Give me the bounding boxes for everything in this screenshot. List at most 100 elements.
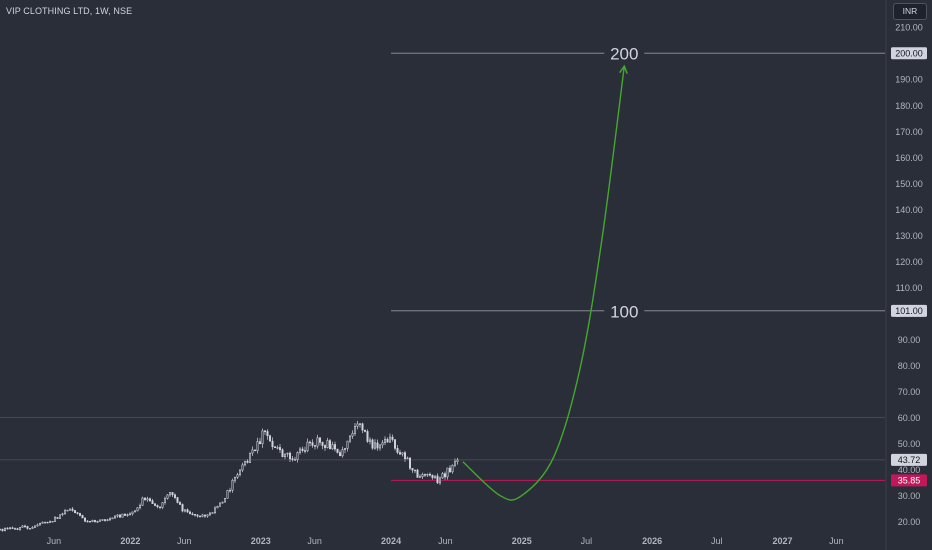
candle-body — [439, 477, 441, 484]
candle-body — [369, 439, 371, 442]
currency-button[interactable]: INR — [893, 3, 927, 20]
candle-body — [94, 520, 96, 522]
candle-body — [316, 437, 319, 447]
candle-body — [31, 527, 34, 529]
candle-body — [161, 502, 164, 508]
candle-body — [124, 513, 126, 516]
candle-body — [334, 444, 336, 450]
candle-body — [381, 442, 384, 446]
candle-body — [441, 473, 444, 479]
candle-body — [236, 474, 239, 478]
candle-body — [259, 441, 261, 445]
candle-body — [24, 525, 26, 528]
candle-body — [281, 449, 284, 458]
symbol-title: VIP CLOTHING LTD, 1W, NSE — [6, 6, 133, 16]
candle-body — [54, 517, 56, 522]
candle-body — [221, 501, 224, 504]
candle-body — [271, 440, 274, 448]
price-tick-label: 80.00 — [898, 361, 921, 371]
candle-body — [159, 506, 161, 508]
candle-body — [276, 447, 279, 449]
candles-layer — [0, 420, 459, 532]
price-tick-label: 190.00 — [895, 75, 923, 85]
candle-body — [226, 490, 229, 499]
candle-body — [301, 448, 304, 451]
time-tick-label: 2027 — [772, 536, 792, 546]
candle-body — [326, 440, 329, 448]
candle-body — [86, 520, 89, 523]
candle-body — [341, 449, 344, 457]
candle-body — [4, 527, 6, 532]
candle-body — [116, 514, 119, 517]
candle-body — [71, 508, 74, 511]
candle-body — [104, 519, 106, 521]
candle-body — [121, 513, 124, 518]
candle-body — [134, 510, 136, 513]
time-tick-label: Jun — [47, 536, 62, 546]
price-tick-label: 30.00 — [898, 491, 921, 501]
time-tick-label: Jun — [307, 536, 322, 546]
time-axis[interactable]: Jun 2022 Jun 2023 Jun 2024 Jun 2025 Jul 2026 Jul 20… — [47, 536, 844, 546]
price-tick-label: 210.00 — [895, 23, 923, 33]
candle-body — [39, 523, 41, 526]
price-tick-label: 40.00 — [898, 465, 921, 475]
candle-body — [356, 423, 359, 427]
candle-body — [351, 433, 354, 437]
candle-body — [426, 473, 429, 476]
candle-body — [79, 513, 81, 516]
candle-body — [34, 525, 36, 528]
candle-body — [314, 445, 316, 447]
candle-body — [444, 473, 446, 478]
time-tick-label: Jul — [581, 536, 593, 546]
candle-body — [111, 517, 114, 520]
candle-body — [241, 464, 244, 471]
candle-body — [141, 497, 144, 506]
candle-body — [346, 440, 349, 449]
candle-body — [76, 512, 79, 514]
price-tick-label: 140.00 — [895, 205, 923, 215]
price-axis[interactable]: 20.00 30.00 40.00 50.00 60.00 70.00 80.00 90.00… — [885, 0, 927, 550]
candle-body — [279, 447, 281, 451]
candle-body — [456, 459, 459, 462]
target-price-label-bg — [891, 47, 927, 60]
time-tick-label: 2023 — [251, 536, 271, 546]
candle-body — [364, 429, 366, 432]
candle-body — [446, 467, 449, 478]
time-tick-label: 2022 — [120, 536, 140, 546]
candle-body — [399, 452, 401, 455]
last-price-label: 35.85 — [898, 476, 921, 486]
candle-body — [321, 442, 324, 446]
candle-body — [0, 528, 1, 531]
candle-body — [319, 437, 321, 443]
candle-body — [359, 423, 361, 425]
candle-body — [181, 504, 184, 512]
candle-body — [66, 509, 69, 512]
candle-body — [26, 526, 29, 529]
projection-arrow-head — [618, 64, 628, 74]
candle-body — [174, 494, 176, 498]
candle-body — [49, 521, 51, 523]
candle-body — [404, 452, 406, 459]
time-tick-label: 2024 — [381, 536, 401, 546]
candle-body — [324, 445, 326, 448]
candle-body — [386, 438, 389, 443]
candle-body — [436, 475, 439, 484]
candle-body — [291, 458, 294, 460]
projection-layer — [462, 64, 628, 501]
candle-body — [191, 513, 194, 515]
candle-body — [211, 512, 214, 514]
candle-body — [309, 441, 311, 444]
candle-body — [234, 476, 236, 481]
candle-body — [244, 460, 246, 466]
candle-body — [29, 528, 31, 530]
candle-body — [179, 502, 181, 505]
time-tick-label: Jun — [177, 536, 192, 546]
projection-arrow — [462, 66, 625, 501]
candle-body — [6, 527, 9, 530]
candle-body — [419, 476, 421, 478]
candle-body — [41, 521, 44, 524]
candle-body — [81, 515, 84, 519]
candle-body — [394, 439, 396, 449]
candle-body — [74, 510, 76, 513]
